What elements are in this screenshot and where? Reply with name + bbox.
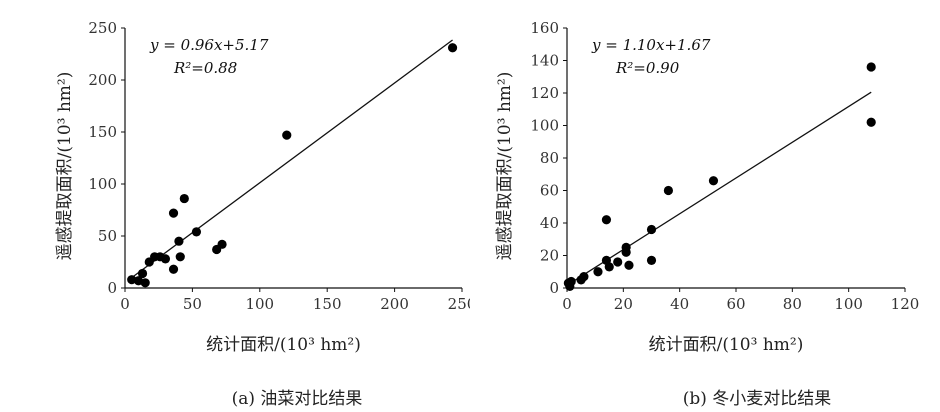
data-point	[708, 176, 719, 186]
data-point	[604, 262, 614, 272]
data-point	[601, 215, 612, 225]
data-point	[646, 255, 657, 265]
x-tick-label: 200	[380, 295, 409, 313]
chart-winter-wheat: 0 20 40 60 80 100 120 0 20 40 60 80 100 120 140 160 y = …	[495, 19, 920, 355]
y-tick-label: 140	[530, 52, 559, 70]
data-point	[621, 242, 631, 252]
r-squared: R²=0.88	[173, 59, 237, 77]
x-tick-label: 150	[313, 295, 342, 313]
data-point	[127, 275, 137, 285]
data-point	[175, 252, 185, 262]
regression-line	[568, 91, 872, 285]
y-axis-label: 遥感提取面积/(10³ hm²)	[55, 72, 75, 261]
x-tick-label: 20	[614, 295, 633, 313]
data-point	[579, 272, 589, 282]
y-tick-label: 0	[549, 279, 559, 297]
data-point	[447, 43, 458, 53]
y-tick-label: 20	[540, 247, 559, 265]
x-tick-label: 0	[562, 295, 572, 313]
caption-winter-wheat: (b) 冬小麦对比结果	[682, 389, 832, 409]
data-point	[217, 239, 227, 249]
data-point	[140, 278, 150, 288]
x-tick-label: 100	[245, 295, 274, 313]
x-axis-label: 统计面积/(10³ hm²)	[649, 335, 804, 355]
x-tick-label: 60	[726, 295, 745, 313]
data-point	[566, 276, 576, 287]
regression-equation: y = 0.96x+5.17	[149, 36, 269, 54]
y-tick-label: 160	[530, 19, 559, 37]
data-point	[646, 224, 657, 235]
y-tick-label: 100	[530, 117, 559, 135]
x-tick-label: 100	[834, 295, 863, 313]
y-tick-label: 250	[88, 19, 117, 37]
y-tick-label: 0	[107, 279, 117, 297]
y-tick-label: 60	[540, 182, 559, 200]
x-tick-label: 40	[670, 295, 689, 313]
data-point	[168, 264, 179, 274]
data-point	[160, 254, 171, 264]
data-point	[593, 267, 603, 277]
regression-line	[131, 39, 453, 279]
x-axis-label: 统计面积/(10³ hm²)	[206, 335, 361, 355]
x-tick-label: 80	[783, 295, 802, 313]
data-point	[866, 62, 876, 72]
x-tick-label: 250	[448, 295, 470, 313]
r-squared: R²=0.90	[615, 59, 680, 77]
data-point	[137, 268, 148, 279]
y-tick-label: 40	[540, 214, 559, 232]
data-point	[168, 208, 179, 218]
y-tick-label: 150	[88, 123, 117, 141]
data-point	[179, 193, 189, 204]
data-point	[866, 117, 876, 127]
data-point	[663, 185, 673, 196]
data-point	[174, 236, 184, 246]
y-tick-label: 120	[530, 84, 559, 102]
chart-rapeseed: 0 50 100 150 200 250 0 50 100 150 200 250 y = 0.96x+…	[55, 19, 470, 355]
y-tick-label: 100	[88, 175, 117, 193]
x-tick-label: 0	[120, 295, 130, 313]
y-axis-label: 遥感提取面积/(10³ hm²)	[495, 72, 515, 261]
y-tick-label: 50	[98, 227, 117, 245]
data-point	[282, 130, 292, 140]
data-point	[613, 257, 623, 267]
y-tick-label: 200	[88, 71, 117, 89]
y-tick-label: 80	[540, 149, 559, 167]
regression-equation: y = 1.10x+1.67	[591, 36, 711, 54]
x-tick-label: 50	[183, 295, 202, 313]
caption-rapeseed: (a) 油菜对比结果	[231, 389, 363, 409]
data-point	[191, 227, 202, 237]
data-point	[624, 260, 634, 270]
x-tick-label: 120	[891, 295, 920, 313]
